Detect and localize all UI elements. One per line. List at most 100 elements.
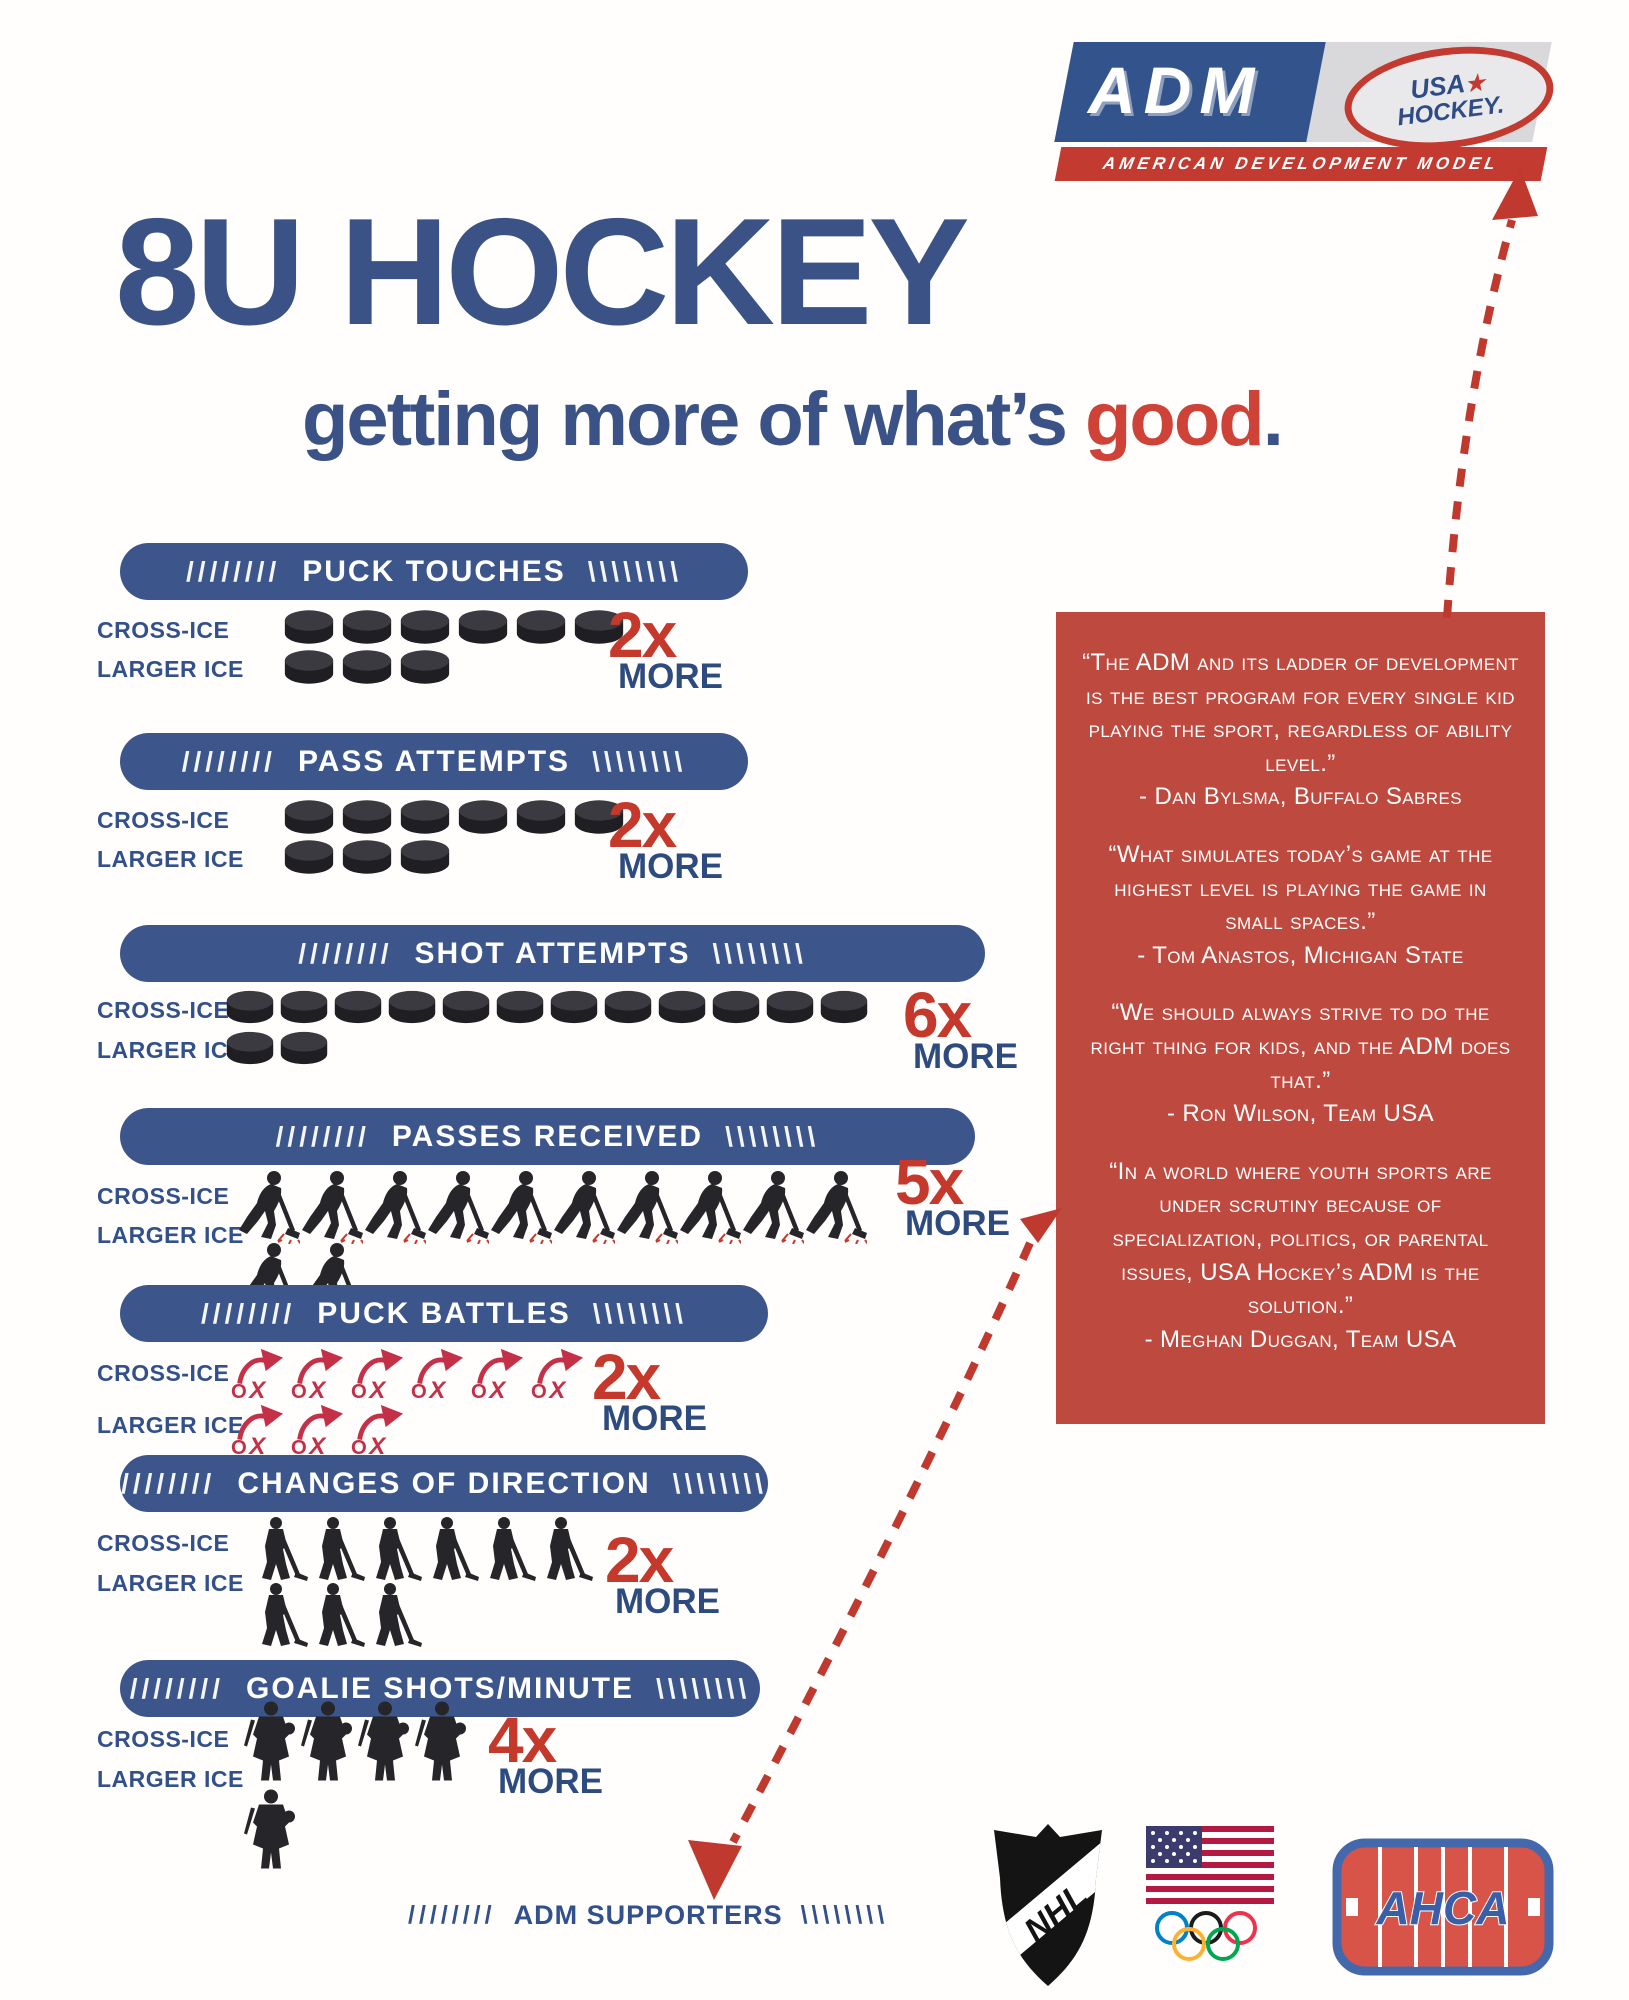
larger-ice-label: LARGER ICE xyxy=(97,1037,244,1063)
icon-row-cross xyxy=(283,798,625,836)
battle-icon xyxy=(290,1346,344,1400)
stat-title: PUCK BATTLES xyxy=(317,1296,571,1330)
stat-title: PASS ATTEMPTS xyxy=(297,744,571,778)
larger-ice-label: LARGER ICE xyxy=(97,656,244,682)
stat-title: GOALIE SHOTS/MINUTE xyxy=(245,1671,634,1705)
skater-icon xyxy=(679,1170,741,1244)
multiplier-more: MORE xyxy=(618,847,723,886)
slashes-right: \\\\\\\\ xyxy=(592,1297,687,1329)
icon-row-larger xyxy=(252,1582,422,1648)
cross-ice-label: CROSS-ICE xyxy=(97,1530,230,1556)
goalie-icon xyxy=(414,1700,470,1785)
icon-row-larger xyxy=(243,1788,299,1873)
multiplier-more: MORE xyxy=(498,1762,603,1801)
multiplier: 4x MORE xyxy=(488,1708,603,1799)
stat-header: //////// PUCK TOUCHES \\\\\\\\ xyxy=(120,543,748,600)
player-icon xyxy=(252,1582,308,1648)
multiplier-more: MORE xyxy=(913,1037,1018,1076)
multiplier-more: MORE xyxy=(618,657,723,696)
slashes-right: \\\\\\\\ xyxy=(712,937,807,969)
cross-ice-label: CROSS-ICE xyxy=(97,617,230,643)
puck-icon xyxy=(765,988,815,1026)
ahca-text: AHCA xyxy=(1376,1882,1510,1934)
quote-attribution: - Dan Bylsma, Buffalo Sabres xyxy=(1139,783,1462,811)
battle-icon xyxy=(230,1346,284,1400)
multiplier: 5x MORE xyxy=(895,1150,1010,1241)
battle-icon xyxy=(350,1346,404,1400)
page-title: 8U HOCKEY xyxy=(115,187,970,357)
slashes-right: \\\\\\\\ xyxy=(725,1120,820,1152)
slashes-right: \\\\\\\\ xyxy=(800,1901,889,1929)
player-icon xyxy=(366,1582,422,1648)
supporters-text: ADM SUPPORTERS xyxy=(513,1900,783,1930)
stat-title: CHANGES OF DIRECTION xyxy=(237,1466,651,1500)
cross-ice-label: CROSS-ICE xyxy=(97,1726,230,1752)
multiplier-value: 2x xyxy=(605,1524,674,1596)
logo-red-band: AMERICAN DEVELOPMENT MODEL xyxy=(1054,147,1548,181)
larger-ice-label: LARGER ICE xyxy=(97,846,244,872)
quote-text: “The ADM and its ladder of development i… xyxy=(1082,649,1519,777)
quote-text: “We should always strive to do the right… xyxy=(1090,999,1511,1094)
slashes-right: \\\\\\\\ xyxy=(672,1467,767,1499)
goalie-icon xyxy=(243,1788,299,1873)
puck-icon xyxy=(515,608,567,646)
puck-icon xyxy=(283,798,335,836)
puck-icon xyxy=(711,988,761,1026)
skater-icon xyxy=(553,1170,615,1244)
skater-icon xyxy=(616,1170,678,1244)
stat-title: PASSES RECEIVED xyxy=(391,1119,704,1153)
cross-ice-label: CROSS-ICE xyxy=(97,807,230,833)
multiplier-value: 2x xyxy=(608,599,677,671)
player-icon xyxy=(309,1582,365,1648)
slashes-left: //////// xyxy=(298,937,393,969)
quote-text: “In a world where youth sports are under… xyxy=(1109,1157,1492,1320)
battle-icon xyxy=(350,1402,404,1456)
puck-icon xyxy=(399,798,451,836)
arrow-to-supporters-line xyxy=(729,1241,1034,1844)
skater-icon xyxy=(490,1170,552,1244)
multiplier: 2x MORE xyxy=(608,793,723,884)
stat-header: //////// PASSES RECEIVED \\\\\\\\ xyxy=(120,1108,975,1165)
multiplier-more: MORE xyxy=(615,1582,720,1621)
slashes-right: \\\\\\\\ xyxy=(656,1672,751,1704)
goalie-icon xyxy=(357,1700,413,1785)
puck-icon xyxy=(387,988,437,1026)
page-subtitle: getting more of what’s good. xyxy=(302,382,1284,458)
icon-row-cross xyxy=(238,1170,867,1244)
stat-title: PUCK TOUCHES xyxy=(302,554,566,588)
multiplier-more: MORE xyxy=(905,1204,1010,1243)
puck-icon xyxy=(495,988,545,1026)
slashes-left: //////// xyxy=(275,1120,370,1152)
larger-ice-label: LARGER ICE xyxy=(97,1222,244,1248)
quote-attribution: - Meghan Duggan, Team USA xyxy=(1144,1325,1457,1353)
player-icon xyxy=(252,1516,308,1582)
quote-tom-anastos: “What simulates today’s game at the high… xyxy=(1082,838,1519,972)
puck-icon xyxy=(283,648,335,686)
puck-icon xyxy=(399,608,451,646)
nhl-logo: NHL xyxy=(994,1824,1102,1986)
stat-header: //////// CHANGES OF DIRECTION \\\\\\\\ xyxy=(120,1455,768,1512)
adm-supporters-label: //////// ADM SUPPORTERS \\\\\\\\ xyxy=(408,1900,888,1931)
subtitle-lead: getting more of what’s xyxy=(302,377,1085,462)
quote-dan-bylsma: “The ADM and its ladder of development i… xyxy=(1082,646,1519,814)
player-icon xyxy=(366,1516,422,1582)
larger-ice-label: LARGER ICE xyxy=(97,1412,244,1438)
multiplier-value: 5x xyxy=(895,1146,964,1218)
puck-icon xyxy=(341,608,393,646)
slashes-left: //////// xyxy=(181,745,276,777)
puck-icon xyxy=(283,608,335,646)
battle-icon xyxy=(290,1402,344,1456)
multiplier-value: 2x xyxy=(608,789,677,861)
puck-icon xyxy=(225,1029,275,1067)
icon-row-larger xyxy=(283,838,451,876)
icon-row-cross xyxy=(283,608,625,646)
skater-icon xyxy=(427,1170,489,1244)
multiplier-value: 2x xyxy=(592,1341,661,1413)
puck-icon xyxy=(657,988,707,1026)
icon-row-larger xyxy=(225,1029,329,1067)
skater-icon xyxy=(364,1170,426,1244)
puck-icon xyxy=(457,608,509,646)
puck-icon xyxy=(457,798,509,836)
puck-icon xyxy=(399,648,451,686)
